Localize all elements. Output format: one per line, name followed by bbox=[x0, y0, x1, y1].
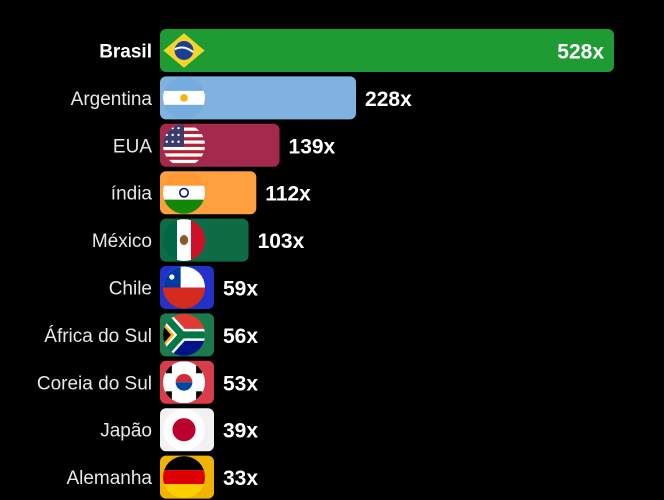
chile-flag-icon bbox=[163, 266, 205, 309]
category-label: Alemanha bbox=[66, 468, 152, 489]
india-flag-icon bbox=[163, 171, 205, 214]
bar-row-eua: EUA 139x bbox=[113, 123, 336, 167]
bar-row-alemanha: Alemanha 33x bbox=[66, 455, 258, 499]
value-label: 112x bbox=[265, 183, 311, 206]
category-label: EUA bbox=[113, 136, 152, 157]
value-label: 59x bbox=[223, 278, 258, 301]
category-label: Chile bbox=[109, 279, 152, 300]
value-label: 53x bbox=[223, 372, 258, 395]
value-label: 33x bbox=[223, 467, 258, 490]
bar-row-japao: Japão 39x bbox=[100, 408, 258, 452]
category-label: México bbox=[92, 231, 152, 252]
bar-row-argentina: Argentina 228x bbox=[71, 76, 412, 120]
brazil-flag-icon bbox=[163, 29, 205, 72]
value-label: 139x bbox=[289, 135, 336, 158]
category-label: Coreia do Sul bbox=[37, 373, 152, 394]
value-label: 528x bbox=[557, 41, 604, 64]
bar-row-india: índia 112x bbox=[111, 171, 311, 215]
mexico-flag-icon bbox=[163, 219, 205, 262]
category-label: índia bbox=[111, 184, 153, 205]
japan-flag-icon bbox=[163, 408, 205, 451]
south-africa-flag-icon bbox=[163, 313, 205, 356]
category-label: Japão bbox=[100, 421, 152, 442]
usa-flag-icon bbox=[163, 124, 205, 167]
value-label: 103x bbox=[258, 230, 305, 253]
bar-row-africa-do-sul: África do Sul 56x bbox=[44, 313, 258, 357]
value-label: 56x bbox=[223, 325, 258, 348]
bar-row-chile: Chile 59x bbox=[109, 266, 258, 309]
south-korea-flag-icon bbox=[163, 361, 205, 404]
bar-brasil bbox=[160, 29, 614, 72]
bar-row-brasil: Brasil 528x bbox=[99, 29, 614, 72]
category-label: Argentina bbox=[71, 89, 153, 110]
bar-row-coreia-do-sul: Coreia do Sul 53x bbox=[37, 360, 258, 404]
value-label: 39x bbox=[223, 420, 258, 443]
category-label: África do Sul bbox=[44, 326, 152, 347]
bar-row-mexico: México 103x bbox=[92, 218, 305, 262]
argentina-flag-icon bbox=[163, 76, 205, 119]
value-label: 228x bbox=[365, 88, 412, 111]
bar-argentina bbox=[160, 76, 357, 120]
germany-flag-icon bbox=[163, 456, 205, 499]
category-label: Brasil bbox=[99, 42, 152, 63]
